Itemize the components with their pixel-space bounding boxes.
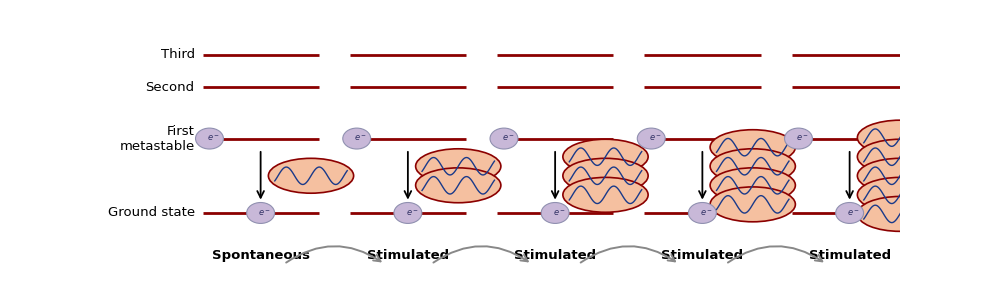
Ellipse shape bbox=[857, 158, 943, 193]
Text: $e^-$: $e^-$ bbox=[406, 208, 419, 218]
Ellipse shape bbox=[710, 130, 795, 165]
Text: Second: Second bbox=[146, 81, 195, 94]
Ellipse shape bbox=[836, 203, 864, 223]
Text: Spontaneous: Spontaneous bbox=[212, 249, 310, 262]
Ellipse shape bbox=[785, 128, 812, 149]
Ellipse shape bbox=[710, 187, 795, 222]
Text: Ground state: Ground state bbox=[108, 207, 195, 220]
Ellipse shape bbox=[563, 177, 648, 212]
Text: Stimulated: Stimulated bbox=[514, 249, 596, 262]
Ellipse shape bbox=[710, 168, 795, 203]
Text: $e^-$: $e^-$ bbox=[649, 134, 662, 143]
Ellipse shape bbox=[857, 177, 943, 212]
Ellipse shape bbox=[857, 120, 943, 155]
Ellipse shape bbox=[857, 139, 943, 174]
Ellipse shape bbox=[196, 128, 223, 149]
Ellipse shape bbox=[710, 149, 795, 184]
Ellipse shape bbox=[247, 203, 275, 223]
Text: $e^-$: $e^-$ bbox=[553, 208, 566, 218]
Ellipse shape bbox=[394, 203, 422, 223]
Ellipse shape bbox=[857, 197, 943, 231]
Ellipse shape bbox=[637, 128, 665, 149]
Text: Stimulated: Stimulated bbox=[661, 249, 743, 262]
Text: $e^-$: $e^-$ bbox=[258, 208, 271, 218]
Ellipse shape bbox=[416, 168, 501, 203]
Text: Stimulated: Stimulated bbox=[367, 249, 449, 262]
Ellipse shape bbox=[416, 149, 501, 184]
Text: Third: Third bbox=[161, 48, 195, 61]
Text: $e^-$: $e^-$ bbox=[502, 134, 515, 143]
Ellipse shape bbox=[563, 139, 648, 174]
Ellipse shape bbox=[688, 203, 716, 223]
Text: $e^-$: $e^-$ bbox=[847, 208, 860, 218]
Text: $e^-$: $e^-$ bbox=[207, 134, 220, 143]
Ellipse shape bbox=[541, 203, 569, 223]
Ellipse shape bbox=[490, 128, 518, 149]
Ellipse shape bbox=[268, 158, 354, 193]
Ellipse shape bbox=[563, 158, 648, 193]
Text: $e^-$: $e^-$ bbox=[354, 134, 367, 143]
Text: $e^-$: $e^-$ bbox=[796, 134, 809, 143]
Ellipse shape bbox=[343, 128, 371, 149]
Text: Stimulated: Stimulated bbox=[809, 249, 891, 262]
Text: $e^-$: $e^-$ bbox=[700, 208, 713, 218]
Text: First
metastable: First metastable bbox=[120, 124, 195, 153]
